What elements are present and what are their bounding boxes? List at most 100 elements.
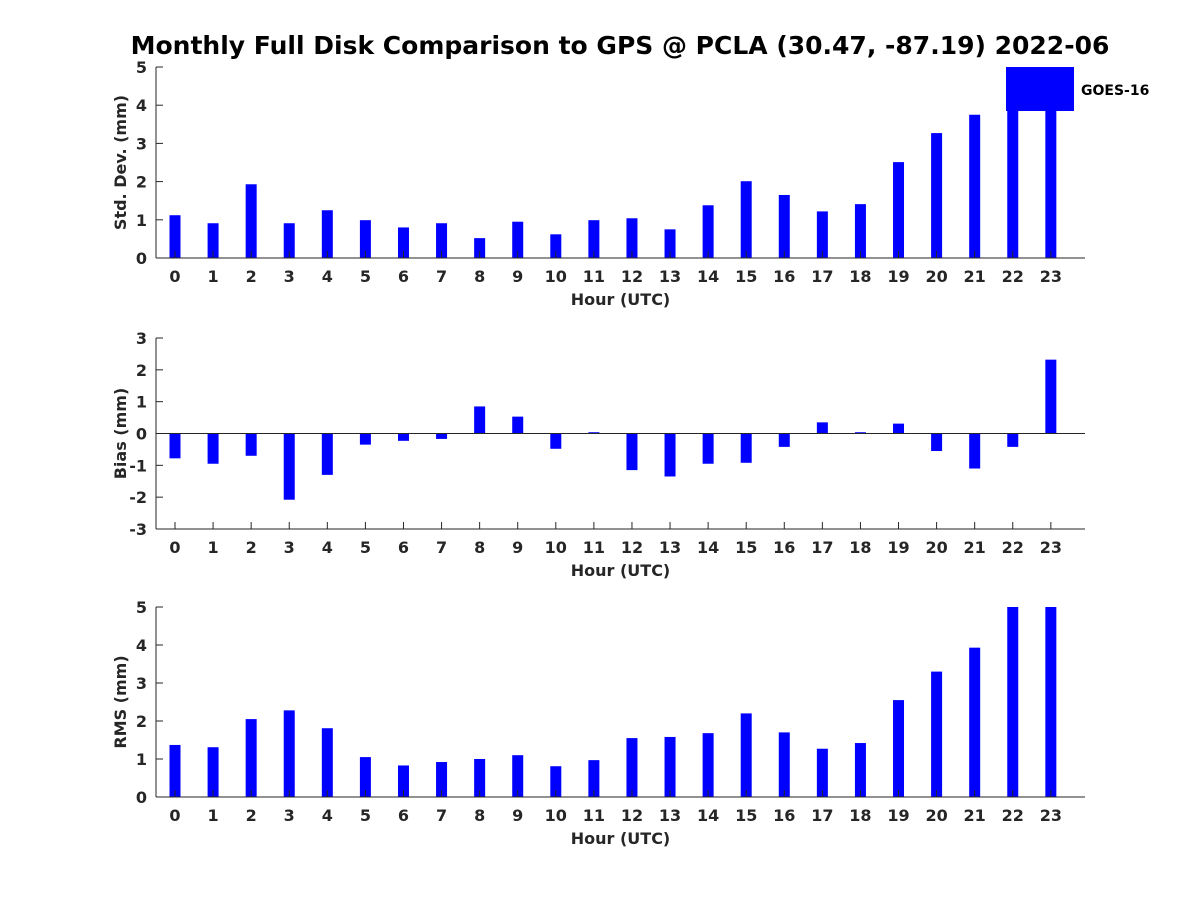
bias-xtick-label: 20 bbox=[925, 538, 947, 557]
bias-ytick-label: 2 bbox=[136, 361, 147, 380]
std-bar-6 bbox=[397, 227, 409, 258]
rms-xtick-label: 15 bbox=[735, 806, 757, 825]
bias-bar-21 bbox=[969, 433, 981, 469]
rms-xtick-label: 9 bbox=[512, 806, 523, 825]
rms-ylabel: RMS (mm) bbox=[111, 655, 130, 748]
bias-xtick-label: 23 bbox=[1040, 538, 1062, 557]
std-bar-5 bbox=[359, 220, 371, 258]
bias-bar-5 bbox=[359, 433, 371, 445]
bias-bar-19 bbox=[893, 423, 905, 434]
rms-xtick-label: 13 bbox=[659, 806, 681, 825]
std-bar-20 bbox=[931, 133, 943, 258]
bias-bar-18 bbox=[854, 432, 866, 434]
rms-xtick-label: 6 bbox=[398, 806, 409, 825]
bias-ytick-label: -1 bbox=[129, 456, 147, 475]
rms-xtick-label: 10 bbox=[545, 806, 567, 825]
rms-bar-1 bbox=[207, 747, 219, 797]
std-xtick-label: 0 bbox=[169, 267, 180, 286]
bias-bar-17 bbox=[816, 422, 828, 434]
std-bar-18 bbox=[854, 204, 866, 258]
bias-xtick-label: 7 bbox=[436, 538, 447, 557]
bias-ytick-label: 3 bbox=[136, 329, 147, 348]
bias-ytick-label: -3 bbox=[129, 520, 147, 539]
std-ylabel: Std. Dev. (mm) bbox=[111, 95, 130, 230]
bias-ytick-label: 1 bbox=[136, 393, 147, 412]
rms-bar-23 bbox=[1045, 607, 1057, 797]
bias-xlabel: Hour (UTC) bbox=[571, 561, 671, 580]
rms-xtick-label: 4 bbox=[322, 806, 333, 825]
bias-bar-11 bbox=[588, 432, 600, 434]
rms-xtick-label: 12 bbox=[621, 806, 643, 825]
rms-bar-16 bbox=[778, 732, 790, 797]
std-ytick-label: 3 bbox=[136, 134, 147, 153]
rms-bar-12 bbox=[626, 738, 638, 797]
std-xtick-label: 8 bbox=[474, 267, 485, 286]
rms-bar-21 bbox=[969, 647, 981, 797]
bias-bar-8 bbox=[474, 406, 486, 434]
rms-bar-17 bbox=[816, 748, 828, 797]
std-xtick-label: 15 bbox=[735, 267, 757, 286]
bias-bar-14 bbox=[702, 433, 714, 464]
std-bar-21 bbox=[969, 114, 981, 258]
bias-xtick-label: 9 bbox=[512, 538, 523, 557]
std-bar-0 bbox=[169, 215, 181, 258]
std-xtick-label: 7 bbox=[436, 267, 447, 286]
std-ytick-label: 5 bbox=[136, 58, 147, 77]
std-bar-23 bbox=[1045, 67, 1057, 258]
bias-bar-1 bbox=[207, 433, 219, 464]
std-ytick-label: 1 bbox=[136, 211, 147, 230]
bias-xtick-label: 8 bbox=[474, 538, 485, 557]
std-bar-13 bbox=[664, 229, 676, 258]
rms-bar-18 bbox=[854, 743, 866, 797]
rms-bar-4 bbox=[321, 728, 333, 797]
std-bar-19 bbox=[893, 162, 905, 258]
bias-bar-3 bbox=[283, 433, 295, 500]
rms-bar-2 bbox=[245, 719, 257, 797]
std-bar-16 bbox=[778, 194, 790, 258]
std-bar-17 bbox=[816, 211, 828, 258]
rms-bar-9 bbox=[512, 755, 524, 797]
std-xtick-label: 11 bbox=[583, 267, 605, 286]
rms-xtick-label: 16 bbox=[773, 806, 795, 825]
std-xtick-label: 9 bbox=[512, 267, 523, 286]
std-xtick-label: 5 bbox=[360, 267, 371, 286]
std-bar-2 bbox=[245, 184, 257, 258]
std-bar-22 bbox=[1007, 67, 1019, 258]
std-xtick-label: 23 bbox=[1040, 267, 1062, 286]
bias-bar-13 bbox=[664, 433, 676, 477]
bias-xtick-label: 0 bbox=[169, 538, 180, 557]
bias-ytick-label: -2 bbox=[129, 488, 147, 507]
rms-xtick-label: 2 bbox=[246, 806, 257, 825]
rms-ytick-label: 5 bbox=[136, 598, 147, 617]
std-bar-3 bbox=[283, 223, 295, 258]
rms-bar-13 bbox=[664, 736, 676, 797]
bias-bar-16 bbox=[778, 433, 790, 447]
std-bar-12 bbox=[626, 218, 638, 258]
std-xtick-label: 13 bbox=[659, 267, 681, 286]
bias-xtick-label: 19 bbox=[887, 538, 909, 557]
std-xtick-label: 21 bbox=[964, 267, 986, 286]
bias-xtick-label: 4 bbox=[322, 538, 333, 557]
std-bar-4 bbox=[321, 210, 333, 258]
rms-ytick-label: 1 bbox=[136, 750, 147, 769]
bias-xtick-label: 14 bbox=[697, 538, 719, 557]
rms-xtick-label: 11 bbox=[583, 806, 605, 825]
bias-xtick-label: 21 bbox=[964, 538, 986, 557]
bias-bar-6 bbox=[397, 433, 409, 441]
chart-title: Monthly Full Disk Comparison to GPS @ PC… bbox=[131, 31, 1110, 60]
std-bar-10 bbox=[550, 234, 562, 258]
std-xtick-label: 12 bbox=[621, 267, 643, 286]
rms-xtick-label: 0 bbox=[169, 806, 180, 825]
std-xtick-label: 17 bbox=[811, 267, 833, 286]
std-xtick-label: 14 bbox=[697, 267, 719, 286]
std-ytick-label: 4 bbox=[136, 96, 147, 115]
rms-ytick-label: 4 bbox=[136, 636, 147, 655]
bias-xtick-label: 3 bbox=[284, 538, 295, 557]
std-xtick-label: 20 bbox=[925, 267, 947, 286]
rms-bar-6 bbox=[397, 765, 409, 797]
bias-bar-23 bbox=[1045, 359, 1057, 434]
std-xtick-label: 6 bbox=[398, 267, 409, 286]
rms-xtick-label: 20 bbox=[925, 806, 947, 825]
